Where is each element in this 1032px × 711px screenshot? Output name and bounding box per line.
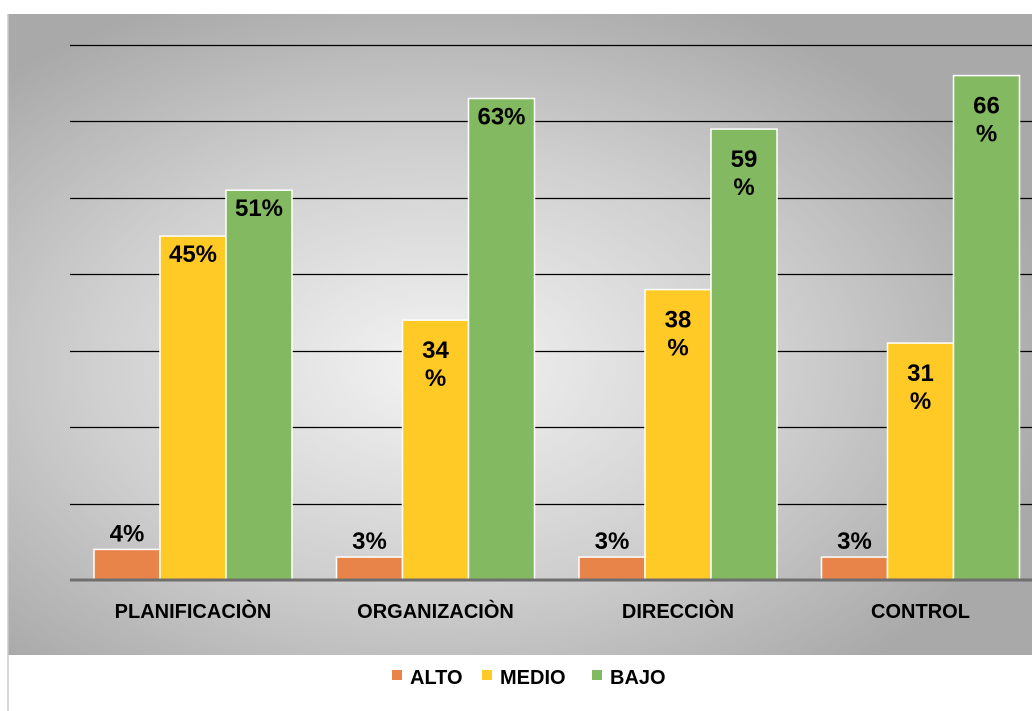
- data-label: 3%: [595, 528, 630, 555]
- legend-label-alto: ALTO: [410, 667, 463, 689]
- bar-medio-1: [159, 235, 227, 581]
- legend-swatch-alto: [392, 670, 402, 680]
- bar-bajo-3: [710, 128, 778, 581]
- category-label: ORGANIZACIÒN: [357, 599, 514, 623]
- data-label: 31%: [907, 360, 934, 415]
- bar-medio-2: [401, 319, 470, 581]
- data-label: 4%: [110, 520, 145, 547]
- bar-alto-4: [820, 556, 889, 581]
- data-label: 51%: [235, 195, 283, 222]
- bar-bajo-2: [467, 97, 536, 581]
- category-labels: PLANIFICACIÒN ORGANIZACIÒN DIRECCIÒN CONTRO…: [115, 599, 970, 623]
- data-labels: 4% 3% 3% 3% 45% 34 % 38 % 31 % 51% 63% 59 % 66%: [110, 93, 1000, 555]
- bar-alto-1: [93, 548, 161, 581]
- bar-bajo-4: [952, 74, 1021, 581]
- data-label: 59%: [731, 146, 758, 201]
- legend-swatch-bajo: [592, 670, 602, 680]
- data-label: 38%: [665, 307, 692, 362]
- bar-bajo-1: [225, 189, 293, 581]
- category-label: DIRECCIÒN: [622, 599, 734, 623]
- category-label: PLANIFICACIÒN: [115, 599, 272, 623]
- legend: ALTO MEDIO BAJO: [392, 667, 666, 689]
- legend-label-medio: MEDIO: [500, 667, 566, 689]
- bar-alto-3: [578, 556, 646, 581]
- legend-swatch-medio: [482, 670, 492, 680]
- bars: [93, 74, 1021, 581]
- data-label: 34%: [422, 337, 449, 392]
- data-label: 3%: [352, 528, 387, 555]
- data-label: 66%: [973, 93, 1000, 148]
- data-label: 3%: [837, 528, 872, 555]
- legend-label-bajo: BAJO: [610, 667, 666, 689]
- category-label: CONTROL: [871, 601, 970, 623]
- data-label: 45%: [169, 241, 217, 268]
- data-label: 63%: [477, 104, 525, 131]
- bar-alto-2: [335, 556, 404, 581]
